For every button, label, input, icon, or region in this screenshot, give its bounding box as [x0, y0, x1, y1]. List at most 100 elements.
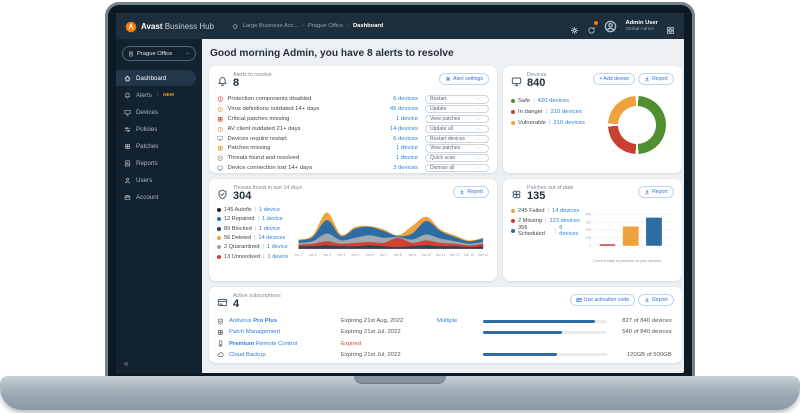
- alert-action-dropdown[interactable]: View patches: [425, 144, 489, 153]
- svg-text:300: 300: [585, 220, 591, 224]
- user-block[interactable]: Admin User Global Admin: [625, 20, 658, 32]
- devices-card-title: Devices: [527, 72, 547, 78]
- alert-devices-link[interactable]: 1 device: [396, 116, 418, 123]
- subscription-name[interactable]: Premium Remote Control: [229, 341, 341, 347]
- legend-row: 56 Deleted | 14 devices: [217, 233, 288, 242]
- legend-devices-link[interactable]: 1 device: [259, 207, 280, 214]
- legend-devices-link[interactable]: 1 device: [267, 253, 289, 260]
- shield-icon: [217, 155, 224, 162]
- subscription-extra-link[interactable]: Multiple: [437, 318, 458, 325]
- org-selector[interactable]: Prague Office: [122, 46, 196, 61]
- legend-row: 12 Repaired | 1 device: [217, 215, 288, 224]
- svg-text:200: 200: [585, 228, 591, 232]
- patch-icon: [217, 145, 224, 152]
- apps-grid-icon[interactable]: [666, 22, 675, 34]
- sidebar-item-reports[interactable]: Reports: [116, 155, 202, 171]
- alert-settings-button[interactable]: Alert settings: [439, 73, 489, 85]
- sidebar-item-alerts[interactable]: Alerts | NEW: [116, 87, 202, 103]
- legend-separator: |: [547, 207, 550, 214]
- chevron-down-icon: [476, 107, 480, 111]
- legend-devices-link[interactable]: 6 devices: [559, 224, 579, 237]
- subscription-name-part: Antivirus: [229, 318, 254, 325]
- legend-row: 2 Quarantined | 1 device: [217, 243, 288, 252]
- devices-report-button[interactable]: Report: [638, 73, 674, 85]
- chevron-down-icon: [476, 146, 480, 150]
- subscriptions-report-button[interactable]: Report: [638, 294, 674, 306]
- legend-label: Vulnerable: [518, 120, 546, 127]
- alert-devices-link[interactable]: 45 devices: [389, 106, 418, 113]
- svg-text:Jun 9: Jun 9: [408, 253, 416, 257]
- legend-devices-link[interactable]: 14 devices: [258, 235, 286, 242]
- breadcrumb-separator: /: [347, 23, 349, 29]
- avatar[interactable]: [604, 20, 617, 33]
- alert-row: Device connection lost 14+ days 3 devices…: [217, 163, 489, 173]
- alert-devices-link[interactable]: 14 devices: [389, 125, 418, 132]
- alert-action-label: Update: [430, 106, 447, 113]
- legend-devices-link[interactable]: 123 devices: [549, 217, 580, 224]
- alert-action-label: Restart devices: [430, 135, 466, 142]
- sidebar-item-devices[interactable]: Devices: [116, 104, 202, 120]
- alert-circle-icon: [217, 106, 224, 113]
- alert-action-dropdown[interactable]: Dismiss all: [425, 163, 489, 173]
- legend-separator: |: [545, 217, 547, 224]
- collapse-sidebar-button[interactable]: «: [124, 359, 129, 368]
- legend-devices-link[interactable]: 420 devices: [537, 98, 570, 105]
- subscription-name[interactable]: Cloud Backup: [229, 352, 341, 358]
- legend-devices-link[interactable]: 1 device: [261, 216, 283, 223]
- breadcrumb: Large Business Acc... / Prague Office / Dash…: [232, 23, 383, 30]
- legend-devices-link[interactable]: 1 device: [266, 244, 288, 251]
- bar-chart-caption: Current state of patches on your devices: [593, 258, 662, 263]
- legend-separator: |: [257, 216, 259, 223]
- sidebar-item-account[interactable]: Account: [116, 189, 202, 205]
- breadcrumb-item[interactable]: Large Business Acc...: [242, 23, 299, 29]
- legend-label: 89 Blocked: [224, 225, 252, 232]
- svg-text:Jun 8: Jun 8: [394, 253, 402, 257]
- sidebar-item-policies[interactable]: Policies: [116, 121, 202, 137]
- svg-text:400: 400: [585, 212, 591, 216]
- alert-action-dropdown[interactable]: Quick scan: [425, 154, 489, 163]
- laptop-notch: [354, 376, 446, 384]
- breadcrumb-item[interactable]: Dashboard: [352, 23, 384, 29]
- legend-devices-link[interactable]: 14 devices: [552, 207, 580, 214]
- alert-devices-link[interactable]: 3 devices: [393, 165, 418, 172]
- gear-icon[interactable]: [570, 22, 579, 34]
- legend-row: 356 Scheduled | 6 devices: [511, 224, 581, 237]
- alert-action-dropdown[interactable]: View patches: [425, 114, 489, 124]
- subscriptions-card: Active subscriptions 4 Use activation co…: [209, 287, 682, 363]
- legend-devices-link[interactable]: 210 devices: [553, 120, 585, 127]
- sidebar-item-dashboard[interactable]: Dashboard: [116, 70, 196, 86]
- sidebar-item-label: Users: [136, 176, 153, 184]
- threats-report-button[interactable]: Report: [453, 186, 489, 198]
- subscriptions-count: 4: [233, 298, 240, 310]
- use-activation-code-button[interactable]: Use activation code: [569, 294, 636, 306]
- home-icon: [232, 23, 239, 30]
- subscription-rows: Antivirus Pro Plus Expiring 21st Aug, 202…: [217, 316, 674, 361]
- legend-devices-link[interactable]: 1 device: [259, 225, 280, 232]
- legend-devices-link[interactable]: 210 devices: [550, 109, 582, 116]
- breadcrumb-item[interactable]: Prague Office: [307, 23, 344, 29]
- alert-action-dropdown[interactable]: Update: [425, 105, 489, 114]
- monitor-icon: [217, 135, 224, 142]
- credit-card-icon: [217, 295, 228, 307]
- svg-text:Jun 6: Jun 6: [366, 253, 374, 257]
- alert-action-dropdown[interactable]: Restart: [425, 95, 489, 104]
- report-icon: [124, 160, 131, 167]
- topbar-actions: Admin User Global Admin: [570, 20, 675, 34]
- alert-devices-link[interactable]: 6 devices: [393, 135, 418, 142]
- alert-action-dropdown[interactable]: Restart devices: [425, 134, 489, 143]
- subscription-name[interactable]: Antivirus Pro Plus: [229, 318, 341, 324]
- alert-action-dropdown[interactable]: Update all: [425, 124, 489, 133]
- alert-devices-link[interactable]: 6 devices: [393, 96, 418, 103]
- brand-bold: Avast: [141, 21, 163, 31]
- add-device-button[interactable]: + Add device: [593, 73, 636, 85]
- subscription-usage-value: 540 of 840 devices: [622, 329, 672, 336]
- subscription-name[interactable]: Patch Management: [229, 329, 341, 335]
- sidebar-item-label: Devices: [136, 108, 159, 116]
- patches-report-button[interactable]: Report: [638, 186, 674, 198]
- legend-label: 356 Scheduled: [518, 224, 545, 237]
- notifications-icon[interactable]: [587, 20, 599, 34]
- alert-devices-link[interactable]: 1 device: [396, 155, 418, 162]
- sidebar-item-users[interactable]: Users: [116, 172, 202, 188]
- sidebar-item-patches[interactable]: Patches: [116, 138, 202, 154]
- alert-devices-link[interactable]: 1 device: [396, 145, 418, 152]
